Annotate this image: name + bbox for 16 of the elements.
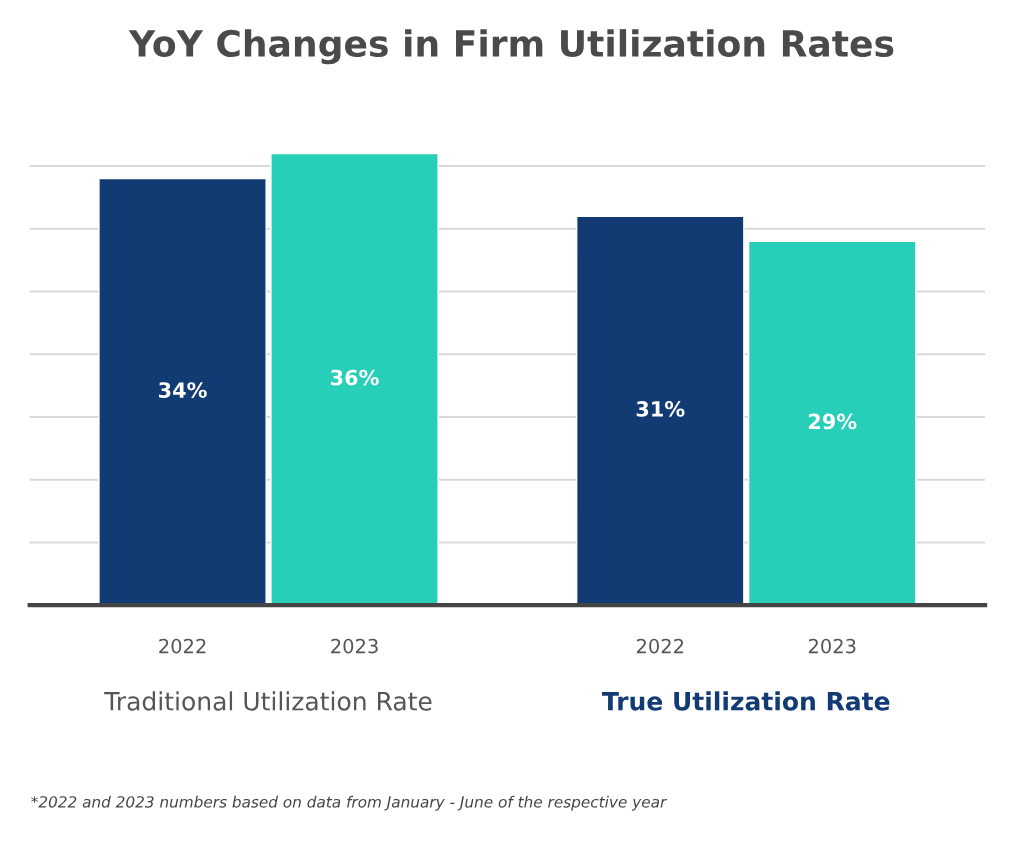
chart-title: YoY Changes in Firm Utilization Rates <box>128 29 894 65</box>
bar <box>270 152 439 606</box>
data-label: 36% <box>330 369 379 386</box>
data-label: 29% <box>808 413 857 430</box>
text: 2023 <box>808 638 856 654</box>
bar <box>747 240 917 606</box>
x-tick-label: True Utilization Rate <box>602 691 890 711</box>
text: 2022 <box>636 638 684 654</box>
bar <box>575 215 745 606</box>
bar <box>98 177 267 606</box>
data-label: 31% <box>636 401 685 417</box>
text: *2022 and 2023 numbers based on data from January - June of the respective year <box>31 795 668 811</box>
series-label: 2023 <box>331 638 378 654</box>
data-label: 34% <box>159 382 207 398</box>
series-label: 2022 <box>159 638 206 654</box>
x-tick-label: Traditional Utilization Rate <box>104 691 432 711</box>
